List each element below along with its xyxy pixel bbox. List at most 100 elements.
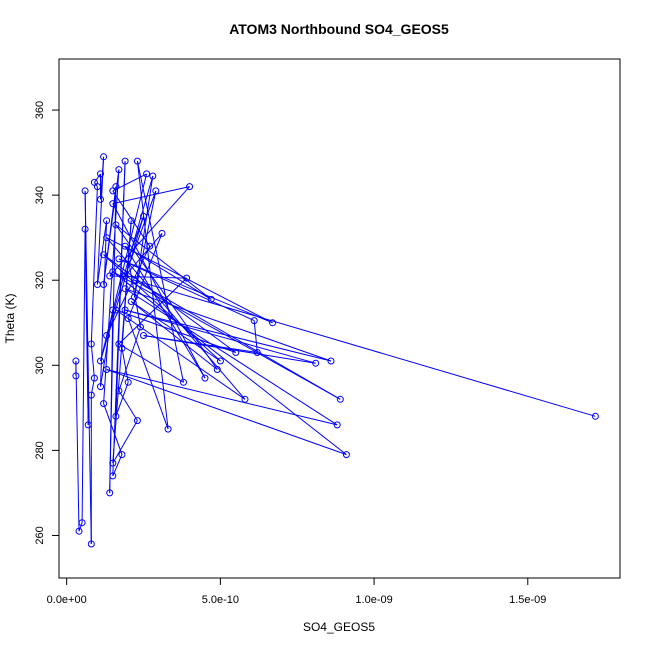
data-point — [115, 166, 123, 174]
series-segment — [112, 161, 126, 476]
y-axis-title: Theta (K) — [3, 293, 17, 343]
data-point — [115, 255, 123, 263]
series-segment — [124, 309, 332, 362]
series-segment — [134, 279, 596, 417]
series-segment — [100, 309, 114, 387]
series-segment — [127, 233, 163, 319]
data-point — [118, 344, 126, 352]
data-point — [164, 425, 172, 433]
data-point — [140, 332, 147, 339]
data-point — [78, 519, 86, 527]
data-point — [103, 366, 111, 373]
data-point — [121, 306, 129, 314]
data-point — [201, 374, 209, 382]
series-segment — [130, 301, 221, 362]
data-point — [146, 242, 154, 250]
data-point — [213, 366, 221, 373]
series-segment — [103, 186, 117, 285]
series-segment — [118, 326, 141, 391]
data-point — [72, 357, 80, 365]
series-segment — [118, 277, 187, 345]
data-point — [133, 417, 141, 425]
series-segment — [143, 335, 258, 353]
series-segment — [253, 320, 258, 353]
series-segment — [118, 258, 255, 322]
y-tick-label: 300 — [34, 356, 46, 374]
y-tick-label: 360 — [34, 101, 46, 119]
data-point — [93, 281, 101, 288]
data-point — [97, 170, 104, 178]
data-point — [109, 472, 117, 480]
data-point — [81, 187, 89, 195]
chart-title: ATOM3 Northbound SO4_GEOS5 — [229, 21, 449, 37]
data-point — [143, 170, 151, 178]
data-point — [87, 540, 95, 548]
data-point — [103, 332, 111, 339]
data-point — [112, 221, 120, 229]
y-axis: 260 280 300 320 340 360 — [34, 101, 60, 545]
series-segment — [100, 156, 105, 200]
series-segment — [112, 271, 347, 455]
data-point — [121, 157, 129, 165]
series-segment — [127, 258, 141, 328]
x-tick-label: 0.0e+00 — [47, 594, 87, 606]
y-tick-label: 320 — [34, 271, 46, 289]
series-segment — [106, 369, 338, 426]
series-segment — [133, 190, 157, 298]
series-segment — [127, 318, 169, 430]
series-segment — [93, 182, 98, 187]
data-point — [149, 172, 157, 180]
data-point — [342, 451, 350, 459]
x-axis: 0.0e+00 5.0e-10 1.0e-09 1.5e-09 — [47, 577, 546, 606]
series-segment — [124, 233, 163, 277]
data-point — [81, 225, 89, 233]
data-point — [232, 349, 240, 356]
data-point — [112, 412, 120, 420]
x-tick-label: 1.5e-09 — [509, 594, 546, 606]
data-point — [90, 374, 98, 382]
data-point — [130, 276, 138, 284]
series-segment — [112, 420, 138, 464]
data-point — [100, 251, 108, 259]
data-point — [269, 319, 277, 327]
y-tick-label: 280 — [34, 441, 46, 459]
series-segment — [124, 288, 338, 426]
series-segment — [112, 454, 123, 477]
series-segment — [106, 245, 151, 336]
data-point — [87, 391, 95, 399]
data-point — [97, 195, 104, 203]
series-segment — [103, 169, 120, 404]
data-point — [183, 274, 191, 282]
series-segment — [81, 229, 86, 523]
data-point — [115, 387, 123, 395]
data-point — [327, 357, 335, 365]
data-point — [140, 212, 147, 220]
series-segment — [103, 403, 123, 455]
x-tick-label: 1.0e-09 — [355, 594, 392, 606]
series-segment — [118, 258, 273, 324]
series-segment — [106, 369, 347, 456]
data-point — [207, 295, 215, 303]
series-segment — [115, 224, 212, 300]
data-point — [103, 217, 111, 225]
data-point — [127, 217, 135, 225]
data-point — [180, 378, 187, 386]
series-segment — [90, 343, 95, 379]
data-point — [109, 200, 117, 208]
data-point — [133, 157, 141, 165]
data-point — [109, 306, 117, 314]
series-segment — [100, 220, 108, 387]
data-point — [312, 359, 320, 367]
data-point — [241, 395, 249, 403]
series-segment — [112, 190, 151, 247]
data-point — [112, 306, 120, 314]
data-point — [216, 357, 224, 365]
series-segment — [115, 382, 129, 417]
x-tick-label: 5.0e-10 — [202, 594, 239, 606]
data-point — [253, 349, 261, 356]
data-point — [87, 340, 95, 348]
series-segment — [124, 288, 332, 362]
series-segment — [136, 161, 169, 430]
data-point — [118, 451, 126, 459]
